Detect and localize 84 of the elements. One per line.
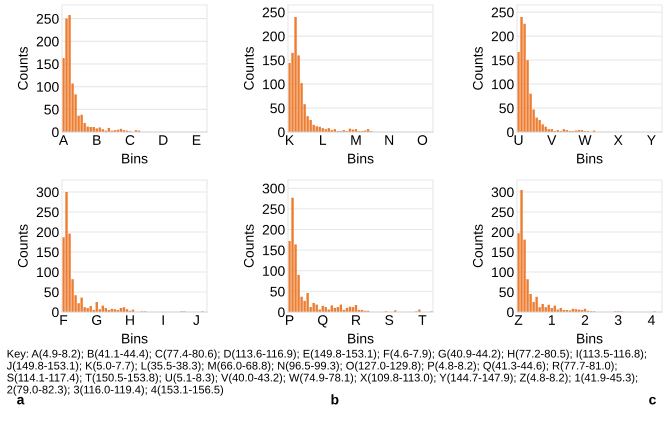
y-tick-label: 150 [492,247,514,258]
y-tick-label: 50 [270,286,285,297]
x-tick-label: O [418,135,428,145]
x-tick-label: Y [647,135,656,145]
x-axis-title: Bins [122,333,148,344]
x-tick-label: C [126,135,134,145]
y-tick-label: 150 [263,245,285,256]
y-tick-label: 0 [507,127,514,138]
x-tick-label: 4 [648,315,655,325]
y-tick-label: 250 [262,204,285,214]
y-tick-label: 100 [37,267,59,278]
y-axis-title: Counts [244,224,254,268]
y-tick-label: 0 [278,127,285,138]
x-tick-label: J [193,315,199,325]
y-tick-label: 0 [278,307,285,318]
x-tick-label: F [60,315,68,325]
x-tick-label: W [578,135,592,145]
y-tick-label: 150 [37,247,59,258]
x-tick-label: L [320,135,326,145]
y-tick-label: 100 [37,82,59,92]
x-tick-label: E [192,135,200,145]
y-tick-label: 100 [263,266,285,276]
x-tick-label: X [614,135,623,145]
x-tick-label: 2 [582,315,588,325]
y-tick-label: 150 [263,55,285,66]
y-tick-label: 100 [492,79,514,90]
y-tick-label: 300 [492,187,514,198]
x-axis-title: Bins [348,153,374,164]
y-tick-label: 200 [262,31,285,42]
x-tick-label: D [159,135,168,145]
y-tick-label: 200 [36,36,59,46]
x-tick-label: Z [514,315,522,325]
x-axis-title: Bins [122,153,148,164]
y-tick-label: 50 [44,287,59,298]
x-axis-title: Bins [577,153,603,164]
y-tick-label: 0 [52,307,59,318]
x-tick-label: 1 [548,315,555,325]
y-tick-label: 200 [492,227,514,238]
y-axis-title: Counts [472,224,483,268]
y-tick-label: 250 [262,8,285,18]
y-axis-title: Counts [18,46,28,90]
x-tick-label: T [418,315,426,325]
y-tick-label: 0 [507,307,514,318]
x-tick-label: U [514,135,522,145]
y-tick-label: 50 [499,287,514,298]
x-tick-label: K [286,135,294,145]
y-tick-label: 250 [36,207,59,218]
x-tick-label: B [93,135,101,145]
y-tick-label: 250 [36,14,59,24]
x-tick-label: 3 [614,315,622,325]
y-tick-label: 50 [499,103,514,114]
x-tick-label: I [162,315,164,325]
y-tick-label: 200 [36,227,59,238]
y-axis-title: Counts [18,224,28,268]
x-tick-label: N [385,135,394,145]
y-tick-label: 250 [492,8,514,18]
x-tick-label: G [92,315,102,325]
y-tick-label: 150 [37,59,59,70]
y-axis-title: Counts [472,46,483,90]
y-tick-label: 50 [270,103,285,114]
y-tick-label: 100 [492,267,514,278]
y-tick-label: 50 [44,104,59,114]
x-tick-label: S [385,315,394,325]
x-tick-label: H [126,315,134,325]
x-tick-label: Q [318,315,328,328]
x-tick-label: M [351,135,361,145]
text: b [331,394,338,404]
y-tick-label: 100 [263,79,285,90]
y-tick-label: 200 [492,31,514,42]
text: a [17,396,24,404]
y-tick-label: 300 [36,187,59,198]
x-axis-title: Bins [577,333,603,344]
y-tick-label: 0 [52,127,59,138]
text: c [649,396,656,404]
x-tick-label: P [286,315,294,325]
x-axis-title: Bins [348,333,374,344]
x-tick-label: R [352,315,360,325]
y-tick-label: 150 [492,55,514,66]
x-tick-label: A [58,135,68,145]
y-tick-label: 200 [262,224,285,235]
y-tick-label: 300 [262,184,285,194]
y-tick-label: 250 [492,207,514,218]
x-tick-label: V [547,135,556,145]
y-axis-title: Counts [244,46,254,90]
